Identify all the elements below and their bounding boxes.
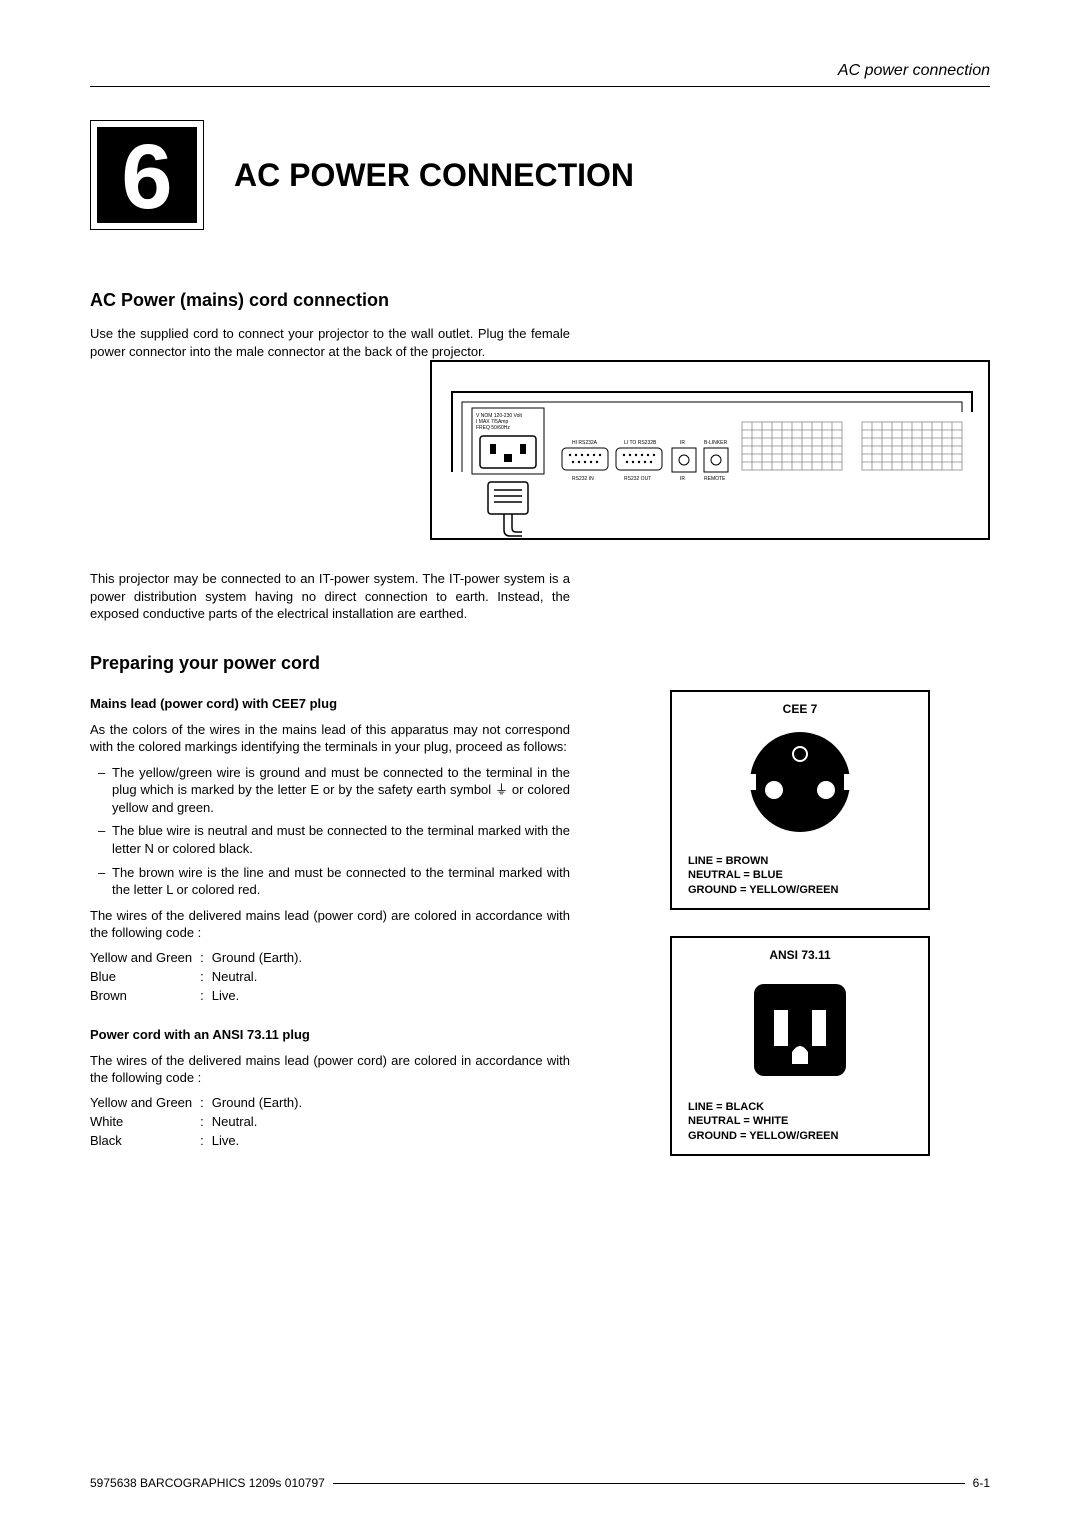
connector-diagram: V NOM 120-230 Volt I MAX 7/5Amp FREQ 50/…: [430, 360, 990, 540]
subsection-heading: Power cord with an ANSI 73.11 plug: [90, 1027, 570, 1042]
chapter-number: 6: [97, 127, 197, 223]
svg-text:REMOTE: REMOTE: [704, 476, 726, 482]
svg-text:IR: IR: [680, 476, 685, 482]
body-paragraph: The wires of the delivered mains lead (p…: [90, 1052, 570, 1087]
footer-page-number: 6-1: [973, 1476, 990, 1490]
body-paragraph: The wires of the delivered mains lead (p…: [90, 907, 570, 942]
color-code-table: Yellow and Green:Ground (Earth). Blue:Ne…: [90, 948, 310, 1005]
subsection-heading: Mains lead (power cord) with CEE7 plug: [90, 696, 570, 711]
svg-text:RS232 OUT: RS232 OUT: [624, 476, 651, 482]
svg-text:IR: IR: [680, 440, 685, 446]
footer-rule: [333, 1483, 965, 1484]
body-paragraph: Use the supplied cord to connect your pr…: [90, 325, 570, 360]
list-item: The yellow/green wire is ground and must…: [102, 764, 570, 817]
svg-text:FREQ 50/60Hz: FREQ 50/60Hz: [476, 425, 510, 431]
svg-text:HI RS232A: HI RS232A: [572, 440, 598, 446]
bullet-list: The yellow/green wire is ground and must…: [90, 764, 570, 899]
body-paragraph: This projector may be connected to an IT…: [90, 570, 570, 623]
svg-text:B-LINKER: B-LINKER: [704, 440, 727, 446]
chapter-number-frame: 6: [90, 120, 204, 230]
plug-title: ANSI 73.11: [769, 948, 830, 962]
color-code-table: Yellow and Green:Ground (Earth). White:N…: [90, 1093, 310, 1150]
header-rule: [90, 86, 990, 87]
svg-text:RS232 IN: RS232 IN: [572, 476, 594, 482]
plug-title: CEE 7: [783, 702, 818, 716]
page-footer: 5975638 BARCOGRAPHICS 1209s 010797 6-1: [90, 1476, 990, 1490]
chapter-title: AC POWER CONNECTION: [234, 157, 634, 194]
plug-labels: LINE = BLACK NEUTRAL = WHITE GROUND = YE…: [688, 1100, 838, 1145]
ansi-plug-diagram: ANSI 73.11 LINE = BLACK NEUTRAL = WHITE …: [670, 936, 930, 1156]
footer-doc-id: 5975638 BARCOGRAPHICS 1209s 010797: [90, 1476, 325, 1490]
section-heading: AC Power (mains) cord connection: [90, 290, 990, 311]
svg-text:LI TO RS232B: LI TO RS232B: [624, 440, 657, 446]
body-paragraph: As the colors of the wires in the mains …: [90, 721, 570, 756]
plug-labels: LINE = BROWN NEUTRAL = BLUE GROUND = YEL…: [688, 854, 838, 899]
list-item: The blue wire is neutral and must be con…: [102, 822, 570, 857]
running-header: AC power connection: [838, 62, 990, 80]
cee7-plug-diagram: CEE 7 LINE = BROWN NEUTRAL = BLUE GROUND…: [670, 690, 930, 910]
section-heading: Preparing your power cord: [90, 653, 570, 674]
chapter-heading: 6 AC POWER CONNECTION: [90, 120, 990, 230]
list-item: The brown wire is the line and must be c…: [102, 864, 570, 899]
